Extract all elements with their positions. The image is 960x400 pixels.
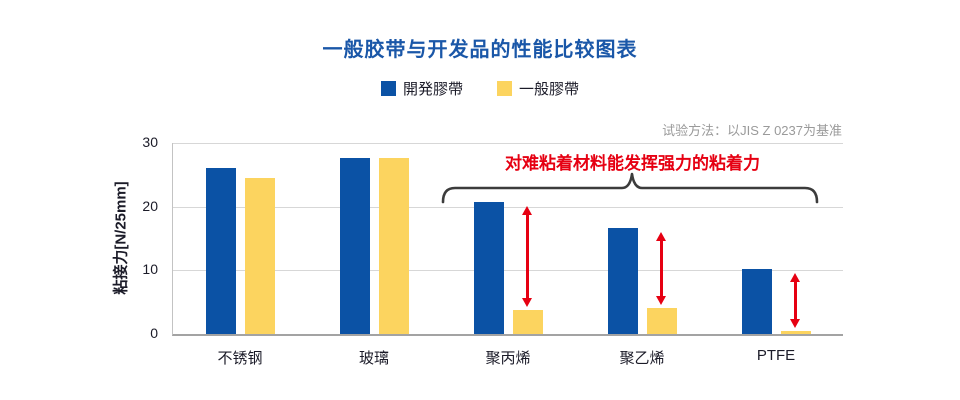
- gap-arrow-head-down: [522, 297, 532, 307]
- bar-general-0: [244, 178, 275, 334]
- bar-general-2: [512, 309, 543, 334]
- gap-arrow-head-down: [656, 295, 666, 305]
- annotation-text: 对难粘着材料能发挥强力的粘着力: [505, 154, 760, 173]
- bar-developed-4: [741, 269, 772, 334]
- gap-arrow-head-up: [522, 205, 532, 215]
- gridline-10: [173, 270, 843, 272]
- gap-arrow-head-down: [790, 319, 800, 329]
- legend-swatch-developed-tape: [380, 81, 396, 96]
- x-tick-label-1: 玻璃: [358, 350, 389, 367]
- bar-developed-2: [473, 201, 504, 334]
- y-tick-label-0: 0: [150, 325, 158, 341]
- x-tick-label-2: 聚丙烯: [485, 350, 531, 367]
- gap-arrow-head-up: [790, 273, 800, 283]
- y-tick-label-10: 10: [142, 261, 158, 278]
- bar-general-1: [378, 157, 409, 334]
- gap-arrow-shaft: [526, 213, 529, 299]
- legend: 開発膠帶 一般膠帶: [0, 78, 960, 99]
- gridline-20: [173, 206, 843, 208]
- x-tick-label-3: 聚乙烯: [619, 350, 665, 367]
- test-method-note: 试验方法：以JIS Z 0237为基准: [662, 123, 842, 138]
- bar-general-4: [780, 331, 811, 334]
- bar-developed-1: [339, 157, 370, 334]
- plot-area: 0 10 20 30 不锈钢 玻璃 聚丙烯 聚乙烯 PTFE: [142, 134, 843, 367]
- gap-arrow-shaft: [660, 239, 663, 297]
- gap-arrow-shaft: [794, 281, 797, 321]
- legend-label-general-tape: 一般膠帶: [519, 81, 580, 98]
- brace-path: [441, 172, 819, 204]
- gap-arrow-head-up: [656, 231, 666, 241]
- legend-item-developed-tape: 開発膠帶: [380, 78, 463, 99]
- legend-label-developed-tape: 開発膠帶: [402, 81, 463, 98]
- legend-item-general-tape: 一般膠帶: [497, 78, 579, 99]
- chart-title: 一般胶带与开发品的性能比较图表: [322, 39, 638, 61]
- gridline-30: [173, 143, 843, 144]
- legend-swatch-general-tape: [497, 81, 512, 96]
- x-tick-label-4: PTFE: [756, 347, 796, 364]
- gap-arrow-2: [522, 205, 533, 307]
- bar-general-3: [646, 307, 677, 334]
- bar-developed-0: [205, 168, 236, 334]
- y-tick-label-20: 20: [142, 197, 158, 214]
- highlight-brace: [441, 172, 819, 204]
- gap-arrow-4: [790, 273, 801, 329]
- bar-developed-3: [607, 227, 638, 334]
- gap-arrow-3: [656, 231, 667, 305]
- x-tick-label-0: 不锈钢: [217, 350, 263, 367]
- y-tick-label-30: 30: [142, 134, 158, 150]
